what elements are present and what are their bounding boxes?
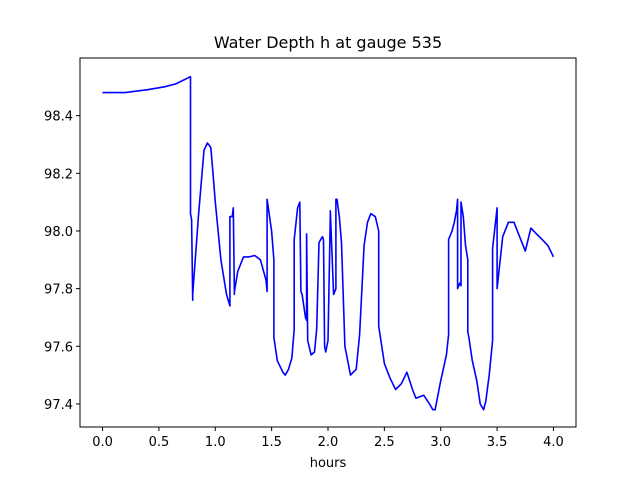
y-tick-label: 98.0 bbox=[44, 225, 73, 240]
x-tick-label: 1.0 bbox=[205, 435, 226, 450]
y-tick-label: 97.8 bbox=[44, 283, 73, 298]
x-axis-ticks: 0.0 0.5 1.0 1.5 2.0 2.5 3.0 3.5 4.0 bbox=[92, 427, 564, 450]
x-tick-label: 0.0 bbox=[92, 435, 113, 450]
x-tick-label: 2.0 bbox=[318, 435, 339, 450]
y-axis-ticks: 97.4 97.6 97.8 98.0 98.2 98.4 bbox=[44, 110, 80, 413]
x-axis-label: hours bbox=[310, 456, 347, 471]
x-tick-label: 3.0 bbox=[430, 435, 451, 450]
x-tick-label: 2.5 bbox=[374, 435, 395, 450]
y-tick-label: 98.4 bbox=[44, 110, 73, 125]
x-tick-label: 0.5 bbox=[149, 435, 170, 450]
y-tick-label: 97.6 bbox=[44, 340, 73, 355]
chart-title: Water Depth h at gauge 535 bbox=[214, 33, 442, 52]
x-tick-label: 4.0 bbox=[543, 435, 564, 450]
x-tick-label: 3.5 bbox=[487, 435, 508, 450]
y-tick-label: 97.4 bbox=[44, 398, 73, 413]
series-line-0 bbox=[102, 75, 555, 411]
x-tick-label: 1.5 bbox=[261, 435, 282, 450]
y-tick-label: 98.2 bbox=[44, 167, 73, 182]
plot-frame bbox=[79, 57, 577, 428]
series-layer bbox=[102, 75, 555, 411]
